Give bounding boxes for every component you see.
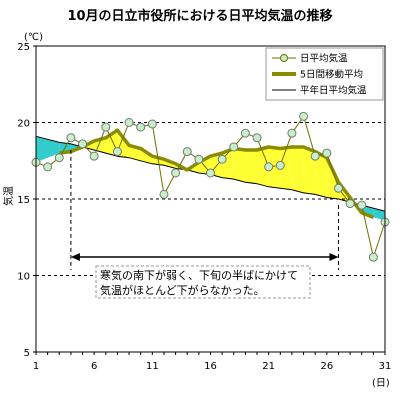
daily-temperature-point [368,252,378,262]
daily-temperature-point [333,183,343,193]
daily-temperature-point [171,168,181,178]
daily-temperature-point [147,119,157,129]
daily-temperature-point [78,139,88,149]
daily-temperature-point [101,122,111,132]
daily-temperature-point [229,142,239,152]
legend-item-moving-average: 5日間移動平均 [272,69,363,81]
y-unit-label: (℃) [24,32,43,43]
annotation-box [95,265,311,299]
daily-temperature-point [112,147,122,157]
x-tick-label: 31 [379,361,392,372]
y-tick-label: 20 [17,119,30,130]
legend: 日平均気温 5日間移動平均 平年日平均気温 [265,47,384,101]
x-tick-label: 26 [320,361,333,372]
above-normal-fill [291,147,304,193]
daily-temperature-point [194,154,204,164]
above-normal-fill [268,147,281,189]
annotation-line-2: 気温がほとんど下がらなかった。 [100,283,265,297]
x-unit-label: (日) [372,378,390,389]
above-normal-fill [245,150,257,184]
daily-temperature-point [322,148,332,158]
legend-daily-marker [280,54,288,62]
legend-daily-label: 日平均気温 [300,53,348,65]
above-normal-fill [257,147,269,187]
x-tick-label: 1 [33,361,39,372]
daily-temperature-point [357,200,367,210]
daily-temperature-point [240,128,250,138]
daily-temperature-point [66,133,76,143]
daily-temperature-point [206,168,215,178]
daily-temperature-point [54,153,64,163]
legend-normal-label: 平年日平均気温 [300,85,367,97]
annotation-arrowhead-left [70,253,80,261]
y-tick-label: 25 [17,42,30,53]
legend-item-normal: 平年日平均気温 [272,85,367,97]
above-normal-fill [233,148,246,183]
daily-temperature-point [89,151,99,161]
legend-item-daily: 日平均気温 [272,53,348,65]
daily-temperature-point [159,189,169,199]
annotation-arrowhead-right [329,253,339,261]
daily-temperature-point [43,162,53,172]
daily-temperature-point [275,160,285,170]
series-layer [31,111,390,262]
x-tick-label: 16 [204,361,217,372]
daily-temperature-point [217,154,227,164]
daily-temperature-point [299,111,309,121]
below-normal-fill [36,136,60,163]
legend-moving-average-label: 5日間移動平均 [300,69,363,81]
x-tick-label: 11 [146,361,159,372]
daily-temperature-point [287,128,297,138]
daily-temperature-point [136,122,146,132]
above-normal-fill [315,151,327,198]
x-tick-label: 21 [262,361,275,372]
daily-temperature-point [264,162,274,172]
annotation-line-1: 寒気の南下が弱く、下旬の半ばにかけて [100,268,298,282]
y-tick-label: 10 [17,272,30,283]
daily-temperature-point [252,133,262,143]
below-normal-fill [373,208,385,221]
y-axis-label: 気温 [2,186,15,206]
daily-temperature-point [182,147,192,157]
chart-title: 10月の日立市役所における日平均気温の推移 [67,8,332,24]
daily-temperature-point [124,118,134,127]
y-tick-label: 15 [17,195,30,206]
y-tick-label: 5 [24,348,30,359]
daily-temperature-point [310,151,320,161]
daily-temperature-point [345,199,355,209]
x-tick-label: 6 [91,361,97,372]
